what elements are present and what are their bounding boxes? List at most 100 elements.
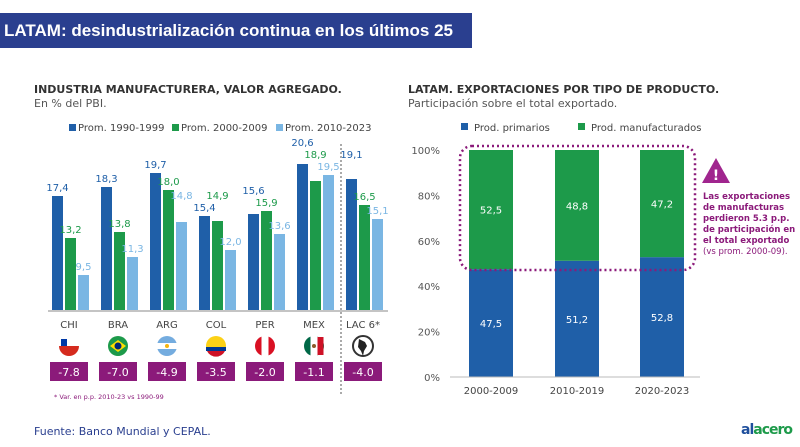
legend-swatch bbox=[578, 123, 585, 130]
bar-COL-0 bbox=[199, 216, 210, 310]
value-label: 15,4 bbox=[193, 203, 215, 214]
variation-value: -1.1 bbox=[303, 366, 324, 379]
value-label: 12,0 bbox=[219, 237, 241, 248]
annotation: Las exportaciones de manufacturas perdie… bbox=[703, 192, 800, 258]
flag-part bbox=[59, 346, 79, 356]
legend-label: Prom. 2000-2009 bbox=[181, 123, 267, 134]
variation-value: -4.9 bbox=[156, 366, 177, 379]
right-chart-title: LATAM. EXPORTACIONES POR TIPO DE PRODUCT… bbox=[408, 83, 720, 96]
legend-swatch bbox=[172, 124, 179, 131]
category-label: 2010-2019 bbox=[550, 386, 605, 397]
logo-part-a: al bbox=[741, 422, 754, 438]
segment-label: 51,2 bbox=[566, 315, 588, 326]
segment-label: 47,2 bbox=[651, 200, 673, 211]
value-label: 9,5 bbox=[76, 262, 92, 273]
footnote: * Var. en p.p. 2010-23 vs 1990-99 bbox=[54, 393, 164, 401]
stacked-bar-2020-2023-0 bbox=[640, 257, 684, 377]
bar-LAC 6*-0 bbox=[346, 179, 357, 310]
category-label: COL bbox=[206, 320, 227, 331]
alacero-logo: alacero bbox=[741, 422, 793, 438]
bar-MEX-2 bbox=[323, 175, 334, 310]
flag-part bbox=[207, 351, 225, 357]
value-label: 14,8 bbox=[170, 191, 192, 202]
legend-label: Prod. primarios bbox=[474, 123, 550, 134]
right-chart-subtitle: Participación sobre el total exportado. bbox=[408, 97, 618, 110]
warning-icon-mark: ! bbox=[713, 168, 719, 184]
bar-CHI-1 bbox=[65, 238, 76, 310]
stacked-bar-2000-2009-1 bbox=[469, 150, 513, 270]
bar-LAC 6*-2 bbox=[372, 219, 383, 310]
segment-label: 52,5 bbox=[480, 206, 502, 217]
variation-value: -7.8 bbox=[58, 366, 79, 379]
value-label: 18,0 bbox=[157, 177, 179, 188]
bar-ARG-0 bbox=[150, 173, 161, 310]
source-note: Fuente: Banco Mundial y CEPAL. bbox=[34, 425, 211, 438]
bar-BRA-0 bbox=[101, 187, 112, 310]
flag-part bbox=[114, 342, 122, 350]
value-label: 19,1 bbox=[340, 150, 362, 161]
flag-part bbox=[206, 347, 226, 351]
variation-badge bbox=[50, 362, 88, 381]
bar-PER-2 bbox=[274, 234, 285, 310]
y-tick-label: 100% bbox=[411, 146, 440, 157]
stacked-bar-2000-2009-0 bbox=[469, 269, 513, 377]
value-label: 16,5 bbox=[353, 192, 375, 203]
segment-label: 48,8 bbox=[566, 201, 588, 212]
bar-PER-1 bbox=[261, 211, 272, 310]
bar-COL-2 bbox=[225, 250, 236, 310]
bar-CHI-2 bbox=[78, 275, 89, 310]
legend-label: Prom. 2010-2023 bbox=[285, 123, 371, 134]
stacked-bar-2010-2019-1 bbox=[555, 150, 599, 261]
variation-badge bbox=[99, 362, 137, 381]
bar-BRA-2 bbox=[127, 257, 138, 310]
y-tick-label: 60% bbox=[418, 237, 440, 248]
bar-BRA-1 bbox=[114, 232, 125, 310]
value-label: 17,4 bbox=[46, 183, 68, 194]
variation-badge bbox=[344, 362, 382, 381]
variation-value: -2.0 bbox=[254, 366, 275, 379]
flag-part bbox=[317, 337, 324, 355]
y-tick-label: 0% bbox=[424, 373, 440, 384]
value-label: 19,5 bbox=[317, 162, 339, 173]
y-tick-label: 20% bbox=[418, 328, 440, 339]
flag-part bbox=[61, 339, 67, 346]
stacked-bar-2020-2023-1 bbox=[640, 150, 684, 258]
category-label: MEX bbox=[303, 320, 325, 331]
logo-part-b: acero bbox=[753, 422, 793, 438]
category-label: 2020-2023 bbox=[635, 386, 690, 397]
left-chart-subtitle: En % del PBI. bbox=[34, 97, 107, 110]
variation-value: -3.5 bbox=[205, 366, 226, 379]
category-label: PER bbox=[255, 320, 274, 331]
flag-part bbox=[165, 344, 169, 348]
value-label: 13,8 bbox=[108, 219, 130, 230]
category-label: LAC 6* bbox=[346, 320, 380, 331]
annotation-bold: Las exportaciones de manufacturas perdie… bbox=[703, 192, 796, 246]
flag-part bbox=[261, 336, 269, 356]
segment-label: 52,8 bbox=[651, 313, 673, 324]
legend-label: Prom. 1990-1999 bbox=[78, 123, 164, 134]
variation-badge bbox=[197, 362, 235, 381]
segment-label: 47,5 bbox=[480, 319, 502, 330]
y-tick-label: 80% bbox=[418, 191, 440, 202]
flag-part bbox=[312, 344, 316, 348]
value-label: 18,3 bbox=[95, 174, 117, 185]
warning-icon bbox=[702, 158, 730, 183]
left-chart-title: INDUSTRIA MANUFACTURERA, VALOR AGREGADO. bbox=[34, 83, 342, 96]
category-label: 2000-2009 bbox=[464, 386, 519, 397]
bar-COL-1 bbox=[212, 221, 223, 310]
flag-part bbox=[358, 339, 367, 356]
variation-badge bbox=[148, 362, 186, 381]
category-label: CHI bbox=[60, 320, 77, 331]
value-label: 15,9 bbox=[255, 198, 277, 209]
category-label: ARG bbox=[156, 320, 178, 331]
value-label: 20,6 bbox=[291, 138, 313, 149]
value-label: 13,2 bbox=[59, 225, 81, 236]
value-label: 13,6 bbox=[268, 221, 290, 232]
highlight-box bbox=[458, 144, 697, 272]
bar-LAC 6*-1 bbox=[359, 205, 370, 310]
value-label: 11,3 bbox=[121, 244, 143, 255]
value-label: 19,7 bbox=[144, 160, 166, 171]
bar-PER-0 bbox=[248, 214, 259, 310]
variation-value: -4.0 bbox=[352, 366, 373, 379]
